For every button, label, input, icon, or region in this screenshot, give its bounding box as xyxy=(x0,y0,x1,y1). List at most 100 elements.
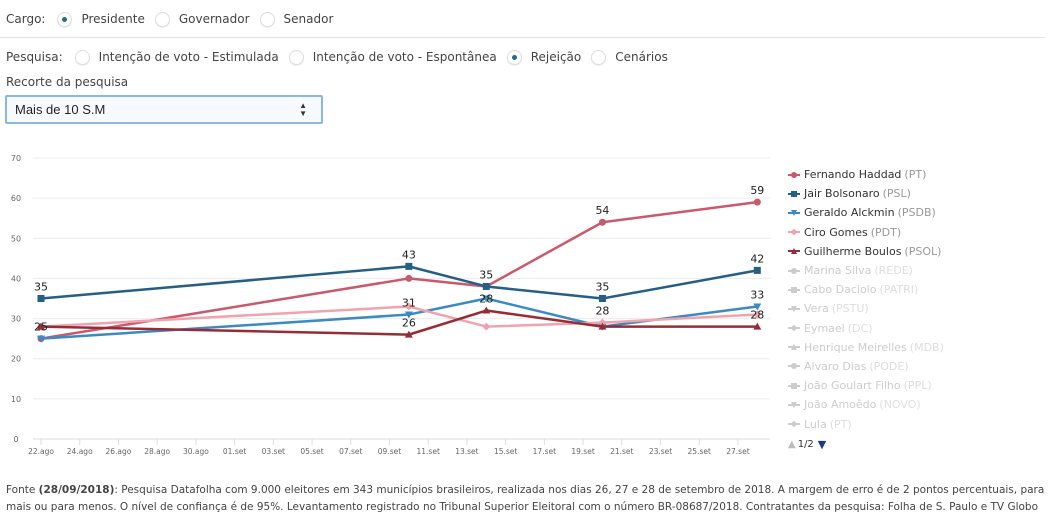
data-label: 35 xyxy=(595,281,609,294)
data-point xyxy=(753,310,762,319)
legend-party: (DC) xyxy=(847,321,873,335)
legend-party: (PSOL) xyxy=(904,244,942,258)
radio-unselected-icon[interactable] xyxy=(288,49,304,65)
pesquisa-option-espontanea[interactable]: Intenção de voto - Espontânea xyxy=(288,49,497,65)
x-tick-label: 27.set xyxy=(726,447,749,456)
recorte-select[interactable]: Mais de 10 S.M ▲ ▼ xyxy=(5,95,323,124)
legend-triangle-up-icon xyxy=(788,247,800,255)
data-label: 54 xyxy=(595,204,609,217)
data-point xyxy=(753,303,762,311)
legend-circle-icon xyxy=(788,171,800,179)
legend-item[interactable]: João Amoêdo (NOVO) xyxy=(788,395,944,414)
legend-party: (PT) xyxy=(904,168,927,182)
cargo-option-senador[interactable]: Senador xyxy=(259,11,333,27)
pesquisa-option-cenarios[interactable]: Cenários xyxy=(591,49,668,65)
data-label: 59 xyxy=(750,184,764,197)
legend-party: (PPL) xyxy=(903,379,932,393)
legend-item[interactable]: Marina Silva (REDE) xyxy=(788,261,944,280)
legend-name: Guilherme Boulos xyxy=(804,244,902,258)
legend-item[interactable]: Geraldo Alckmin (PSDB) xyxy=(788,203,944,222)
series-group xyxy=(37,198,762,343)
data-label: 42 xyxy=(750,252,764,265)
legend-item[interactable]: Cabo Daciolo (PATRI) xyxy=(788,280,944,299)
recorte-select-value: Mais de 10 S.M xyxy=(15,102,106,117)
radio-selected-icon[interactable] xyxy=(506,49,522,65)
legend-name: Geraldo Alckmin xyxy=(804,206,895,220)
legend-party: (PDT) xyxy=(870,225,902,239)
legend-triangle-up-icon xyxy=(788,343,800,351)
data-point xyxy=(482,295,491,303)
legend-circle-icon xyxy=(788,362,800,370)
legend-item[interactable]: Lula (PT) xyxy=(788,414,944,433)
cargo-filter: Cargo: Presidente Governador Senador xyxy=(6,9,343,29)
data-point xyxy=(482,322,491,331)
data-label: 35 xyxy=(34,281,48,294)
legend-party: (PSL) xyxy=(882,187,911,201)
data-point xyxy=(404,302,413,311)
radio-unselected-icon[interactable] xyxy=(591,49,607,65)
data-point xyxy=(482,282,490,290)
x-tick-label: 26.ago xyxy=(106,447,132,456)
x-tick-label: 30.ago xyxy=(183,447,209,456)
legend-item[interactable]: Fernando Haddad (PT) xyxy=(788,165,944,184)
x-tick-label: 19.set xyxy=(571,447,594,456)
data-point xyxy=(37,322,45,330)
data-point xyxy=(404,330,413,338)
legend-page-indicator: 1/2 xyxy=(797,439,814,450)
legend-item[interactable]: Eymael (DC) xyxy=(788,319,944,338)
radio-selected-icon[interactable] xyxy=(57,11,73,27)
radio-unselected-icon[interactable] xyxy=(154,11,170,27)
legend-diamond-icon xyxy=(788,420,800,428)
radio-unselected-icon[interactable] xyxy=(259,11,275,27)
pesquisa-option-estimulada[interactable]: Intenção de voto - Estimulada xyxy=(74,49,279,65)
x-tick-label: 21.set xyxy=(610,447,633,456)
data-point xyxy=(405,262,413,270)
series-line xyxy=(40,265,758,300)
legend-party: (REDE) xyxy=(874,264,913,278)
x-tick-label: 11.set xyxy=(417,447,440,456)
data-label: 35 xyxy=(479,268,493,281)
divider xyxy=(0,37,1045,38)
triangle-down-icon[interactable]: ▼ xyxy=(817,438,827,451)
y-tick-label: 40 xyxy=(11,274,21,283)
pesquisa-label: Pesquisa: xyxy=(6,50,63,64)
legend-triangle-down-icon xyxy=(788,305,800,313)
legend-item[interactable]: Jair Bolsonaro (PSL) xyxy=(788,184,944,203)
legend-pager: ▲ 1/2 ▼ xyxy=(788,438,826,451)
legend-name: Cabo Daciolo xyxy=(804,283,877,297)
cargo-option-governador[interactable]: Governador xyxy=(154,11,250,27)
data-point xyxy=(404,311,413,319)
source-note: Fonte (28/09/2018): Pesquisa Datafolha c… xyxy=(6,482,1046,515)
legend-name: Ciro Gomes xyxy=(804,225,868,239)
legend-party: (PSDB) xyxy=(897,206,936,220)
legend-item[interactable]: Alvaro Dias (PODE) xyxy=(788,357,944,376)
data-labels: 54 59 35 43 35 35 42 25 31 33 28 26 28 28 xyxy=(34,184,764,333)
legend-item[interactable]: João Goulart Filho (PPL) xyxy=(788,376,944,395)
cargo-option-label: Governador xyxy=(178,12,250,26)
x-tick-label: 09.set xyxy=(378,447,401,456)
legend-name: Lula xyxy=(804,417,827,431)
x-tick-label: 17.set xyxy=(533,447,556,456)
legend-party: (NOVO) xyxy=(879,398,921,412)
cargo-option-presidente[interactable]: Presidente xyxy=(57,11,145,27)
legend-name: Alvaro Dias xyxy=(804,359,867,373)
legend-item[interactable]: Henrique Meirelles (MDB) xyxy=(788,338,944,357)
legend-item[interactable]: Guilherme Boulos (PSOL) xyxy=(788,242,944,261)
legend-name: Jair Bolsonaro xyxy=(804,187,880,201)
legend-triangle-down-icon xyxy=(788,401,800,409)
legend-party: (PSTU) xyxy=(831,302,869,316)
triangle-up-icon[interactable]: ▲ xyxy=(788,439,796,450)
legend-name: Eymael xyxy=(804,321,845,335)
data-label: 28 xyxy=(479,293,493,306)
x-axis: 22.ago 24.ago 26.ago 28.ago 30.ago 01.set 03.s… xyxy=(28,439,750,456)
legend-circle-icon xyxy=(788,267,800,275)
pesquisa-option-rejeicao[interactable]: Rejeição xyxy=(506,49,581,65)
data-point xyxy=(598,295,606,302)
x-tick-label: 15.set xyxy=(494,447,517,456)
y-tick-label: 50 xyxy=(11,234,21,243)
legend-item[interactable]: Vera (PSTU) xyxy=(788,299,944,318)
legend-square-icon xyxy=(788,286,800,294)
legend-square-icon xyxy=(788,382,800,390)
legend-item[interactable]: Ciro Gomes (PDT) xyxy=(788,223,944,242)
radio-unselected-icon[interactable] xyxy=(74,49,90,65)
